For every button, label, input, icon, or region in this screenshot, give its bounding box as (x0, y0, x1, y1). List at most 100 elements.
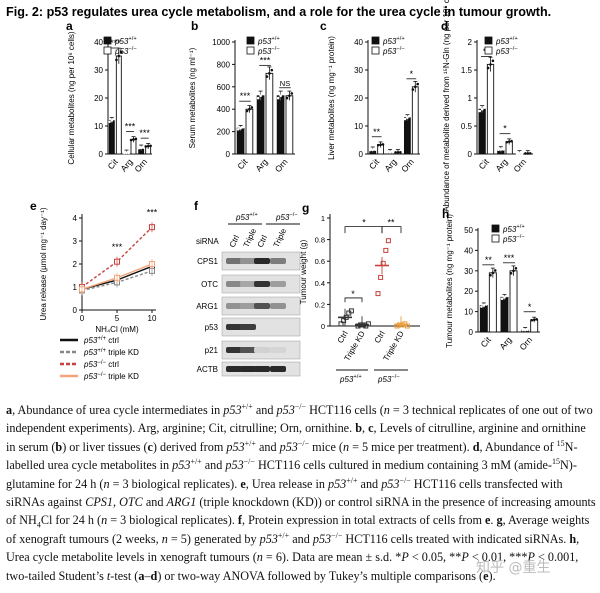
caption-segment: +/+ (190, 457, 202, 467)
legend-label-wt: p53+/+ (257, 36, 280, 46)
blot-band (226, 303, 242, 309)
y-tick-label: 20 (354, 94, 363, 103)
caption-segment: −/− (294, 401, 307, 411)
data-point (129, 138, 133, 142)
data-point (142, 146, 145, 149)
data-point (241, 125, 245, 129)
data-point (535, 317, 538, 321)
caption-segment: b (55, 439, 63, 454)
group-label-wt: p53+/+ (235, 212, 258, 222)
caption-segment: and (201, 458, 226, 473)
data-point (388, 151, 392, 154)
bar-arg-ko (265, 72, 274, 155)
legend-swatch-ko (491, 234, 500, 243)
caption-segment: , (112, 495, 120, 510)
x-tick-label: Arg (118, 157, 134, 174)
y-tick-label: 0.2 (315, 300, 325, 309)
data-point (518, 152, 521, 155)
caption-segment: +/+ (241, 401, 253, 411)
data-point (394, 151, 397, 154)
y-tick-label: 0.5 (461, 122, 473, 131)
data-point (338, 321, 344, 327)
caption-segment: 4 (36, 520, 41, 530)
data-point (521, 328, 525, 332)
caption-segment: = 3 biological replicates). (109, 476, 241, 491)
caption-segment: p53 (223, 403, 242, 417)
legend-swatch-ko (246, 46, 255, 55)
caption-segment: a (6, 403, 13, 417)
x-tick-label: Arg (493, 157, 509, 174)
caption-segment: p53 (172, 458, 191, 473)
significance-label: ** (373, 127, 381, 137)
legend-label: p53+/+ triple KD (83, 348, 139, 357)
x-tick-label: 10 (148, 314, 157, 323)
group-label-ko: p53−/− (377, 374, 400, 384)
caption-segment: CPS1 (85, 495, 113, 510)
caption-segment: e (240, 476, 246, 491)
sirna-label: siRNA (196, 237, 219, 246)
y-tick-label: 40 (354, 38, 363, 47)
x-tick-label: Orn (511, 157, 528, 174)
data-point (348, 308, 354, 314)
caption-segment: Cl for 24 h ( (40, 513, 102, 528)
y-tick-label: 1 (73, 283, 78, 292)
significance-label: * (503, 124, 507, 134)
data-point (480, 107, 484, 111)
data-point (510, 139, 513, 143)
blot-band (270, 281, 286, 287)
caption-segment: −/− (399, 475, 411, 485)
data-point (127, 151, 131, 155)
x-axis-label: NH₄Cl (mM) (95, 325, 139, 334)
caption-segment: p53 (276, 403, 295, 417)
caption-segment: n (342, 439, 350, 454)
y-tick-label: 30 (464, 267, 473, 276)
caption-segment: and (252, 403, 277, 417)
significance-label: *** (260, 55, 271, 65)
bar-arg-ko (509, 270, 518, 333)
figure-title: Fig. 2: p53 regulates urea cycle metabol… (6, 5, 551, 19)
data-point (265, 75, 269, 78)
caption-segment: p53 (312, 531, 332, 546)
caption-segment: n (103, 476, 110, 491)
data-point (341, 318, 347, 324)
data-point (376, 143, 380, 147)
significance-label: *** (110, 38, 121, 48)
data-point (394, 323, 400, 329)
panel-letter: f (194, 199, 199, 213)
caption-segment: p53 (327, 476, 347, 491)
figure-caption: a, Abundance of urea cycle intermediates… (6, 401, 596, 585)
caption-segment: HCT116 cells treated with indicated siRN… (342, 531, 570, 546)
data-point (112, 117, 116, 121)
data-point (413, 85, 417, 89)
caption-segment: , Urea cycle metabolite levels in xenogr… (6, 531, 580, 565)
blot-row-label: ACTB (197, 365, 218, 374)
blot-row-label: ARG1 (196, 302, 218, 311)
lane-label: Ctrl (256, 234, 270, 249)
significance-label: * (362, 218, 366, 228)
data-point (137, 146, 141, 150)
data-point (239, 126, 242, 130)
data-point (117, 54, 121, 58)
caption-segment: , Protein expression in total extracts o… (241, 513, 485, 528)
y-tick-label: 0 (321, 322, 325, 331)
y-tick-label: 30 (354, 66, 363, 75)
x-tick-label: Arg (382, 157, 398, 174)
bar-cit-wt (478, 108, 486, 155)
data-point (493, 269, 497, 272)
blot-band (226, 347, 242, 353)
data-point (144, 145, 148, 148)
y-axis-label: Serum metabolites (ng ml⁻¹) (188, 47, 197, 148)
caption-segment: . (490, 513, 497, 528)
significance-label: *** (504, 253, 515, 263)
significance-label: NS (280, 79, 290, 88)
x-tick-label: Orn (273, 157, 290, 174)
blot-band (270, 303, 286, 309)
y-tick-label: 0 (99, 150, 104, 159)
data-point (119, 50, 123, 54)
data-point (288, 94, 291, 98)
y-tick-label: 0.4 (315, 279, 325, 288)
bar-arg-wt (500, 296, 509, 333)
figure-panels: Fig. 2: p53 regulates urea cycle metabol… (6, 0, 551, 384)
y-tick-label: 40 (464, 246, 473, 255)
